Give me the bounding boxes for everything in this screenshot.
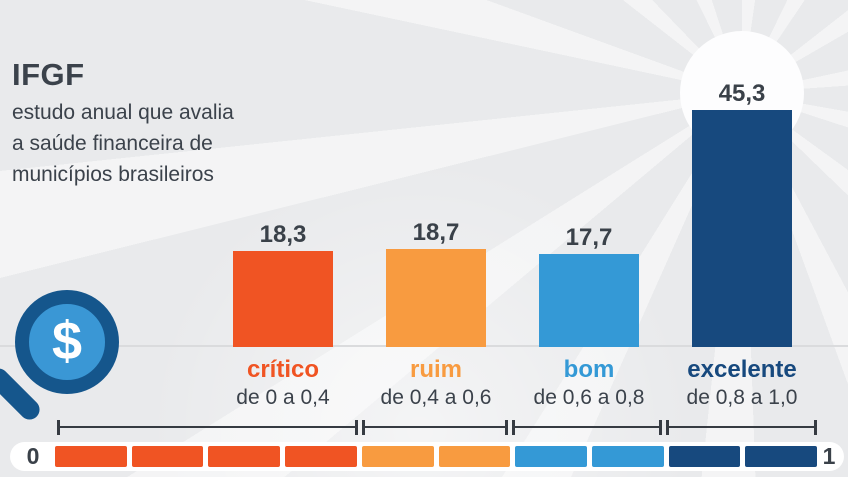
bar-ruim xyxy=(386,249,486,347)
scale-segment xyxy=(55,446,127,467)
scale-segment xyxy=(131,446,204,467)
scale-segment xyxy=(208,446,281,467)
bar-group-ruim: 18,7 ruim de 0,4 a 0,6 xyxy=(360,0,512,477)
bar-critico xyxy=(233,251,333,347)
bar-value-label: 18,7 xyxy=(412,219,460,246)
bracket-line xyxy=(365,426,505,428)
scale-segment xyxy=(591,446,664,467)
bar-value-label: 17,7 xyxy=(565,224,613,251)
category-label: crítico xyxy=(246,356,320,383)
category-range: de 0,8 a 1,0 xyxy=(686,386,798,409)
range-bracket-critico xyxy=(57,420,358,435)
header: IFGF estudo anual que avalia a saúde fin… xyxy=(12,56,234,190)
category-label: ruim xyxy=(409,356,462,383)
scale-segment xyxy=(745,446,818,467)
scale-end-label: 1 xyxy=(822,443,836,469)
bracket-line xyxy=(669,426,814,428)
scale-segment xyxy=(361,446,434,467)
bar-group-excelente: 45,3 excelente de 0,8 a 1,0 xyxy=(666,0,818,477)
bar-value-label: 45,3 xyxy=(718,80,766,107)
category-label: bom xyxy=(563,356,615,383)
scale-segment xyxy=(438,446,511,467)
bar-bom xyxy=(539,254,639,347)
scale-segments xyxy=(55,446,818,467)
range-bracket-excelente xyxy=(666,420,817,435)
bar-group-critico: 18,3 crítico de 0 a 0,4 xyxy=(207,0,359,477)
scale-segment xyxy=(285,446,357,467)
scale-start-label: 0 xyxy=(26,443,40,469)
category-label: excelente xyxy=(687,356,797,383)
range-bracket-bom xyxy=(512,420,662,435)
dollar-magnifier-icon: $ xyxy=(15,290,119,394)
bar-excelente xyxy=(692,110,792,347)
category-range: de 0 a 0,4 xyxy=(236,386,330,409)
bracket-line xyxy=(515,426,659,428)
scale-segment xyxy=(668,446,741,467)
page-subtitle: estudo anual que avalia a saúde financei… xyxy=(12,101,234,186)
bracket-line xyxy=(60,426,355,428)
bar-group-bom: 17,7 bom de 0,6 a 0,8 xyxy=(513,0,665,477)
page-title: IFGF xyxy=(12,57,85,92)
scale-bar: 0 1 xyxy=(10,442,844,471)
scale-segment xyxy=(515,446,587,467)
category-range: de 0,4 a 0,6 xyxy=(380,386,492,409)
range-bracket-ruim xyxy=(362,420,508,435)
category-range: de 0,6 a 0,8 xyxy=(533,386,645,409)
dollar-icon: $ xyxy=(51,311,83,371)
bar-value-label: 18,3 xyxy=(259,221,307,248)
